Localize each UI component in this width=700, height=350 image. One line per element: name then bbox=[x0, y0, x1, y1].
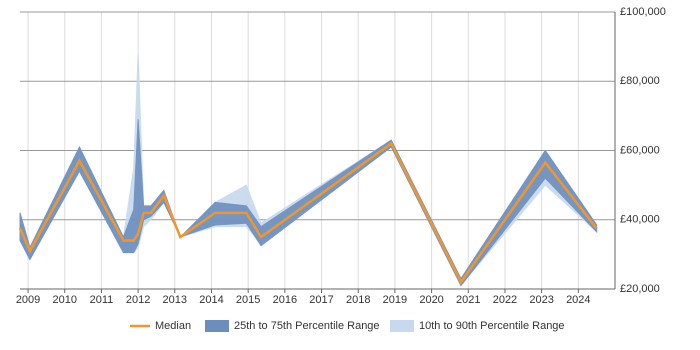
x-tick-label: 2023 bbox=[529, 294, 553, 306]
percentile-band bbox=[19, 53, 598, 287]
x-tick-label: 2013 bbox=[163, 294, 187, 306]
x-tick-label: 2016 bbox=[273, 294, 297, 306]
x-tick-label: 2009 bbox=[16, 294, 40, 306]
legend-label: 25th to 75th Percentile Range bbox=[234, 320, 380, 332]
x-tick-label: 2018 bbox=[346, 294, 370, 306]
x-tick-label: 2017 bbox=[309, 294, 333, 306]
x-tick-label: 2015 bbox=[236, 294, 260, 306]
y-tick-label: £100,000 bbox=[620, 6, 666, 18]
legend-swatch bbox=[390, 320, 414, 332]
y-tick-label: £20,000 bbox=[620, 283, 660, 295]
x-tick-label: 2012 bbox=[126, 294, 150, 306]
y-tick-label: £60,000 bbox=[620, 144, 660, 156]
x-tick-label: 2014 bbox=[199, 294, 223, 306]
x-tick-label: 2019 bbox=[383, 294, 407, 306]
x-tick-label: 2021 bbox=[456, 294, 480, 306]
y-tick-label: £40,000 bbox=[620, 214, 660, 226]
legend-label: Median bbox=[155, 320, 191, 332]
legend-swatch bbox=[205, 320, 229, 332]
x-tick-label: 2011 bbox=[90, 294, 114, 306]
x-tick-label: 2010 bbox=[53, 294, 77, 306]
x-tick-label: 2022 bbox=[493, 294, 517, 306]
x-tick-label: 2020 bbox=[419, 294, 443, 306]
x-tick-label: 2024 bbox=[566, 294, 590, 306]
y-tick-label: £80,000 bbox=[620, 75, 660, 87]
median-line bbox=[18, 141, 598, 285]
legend-label: 10th to 90th Percentile Range bbox=[419, 320, 565, 332]
